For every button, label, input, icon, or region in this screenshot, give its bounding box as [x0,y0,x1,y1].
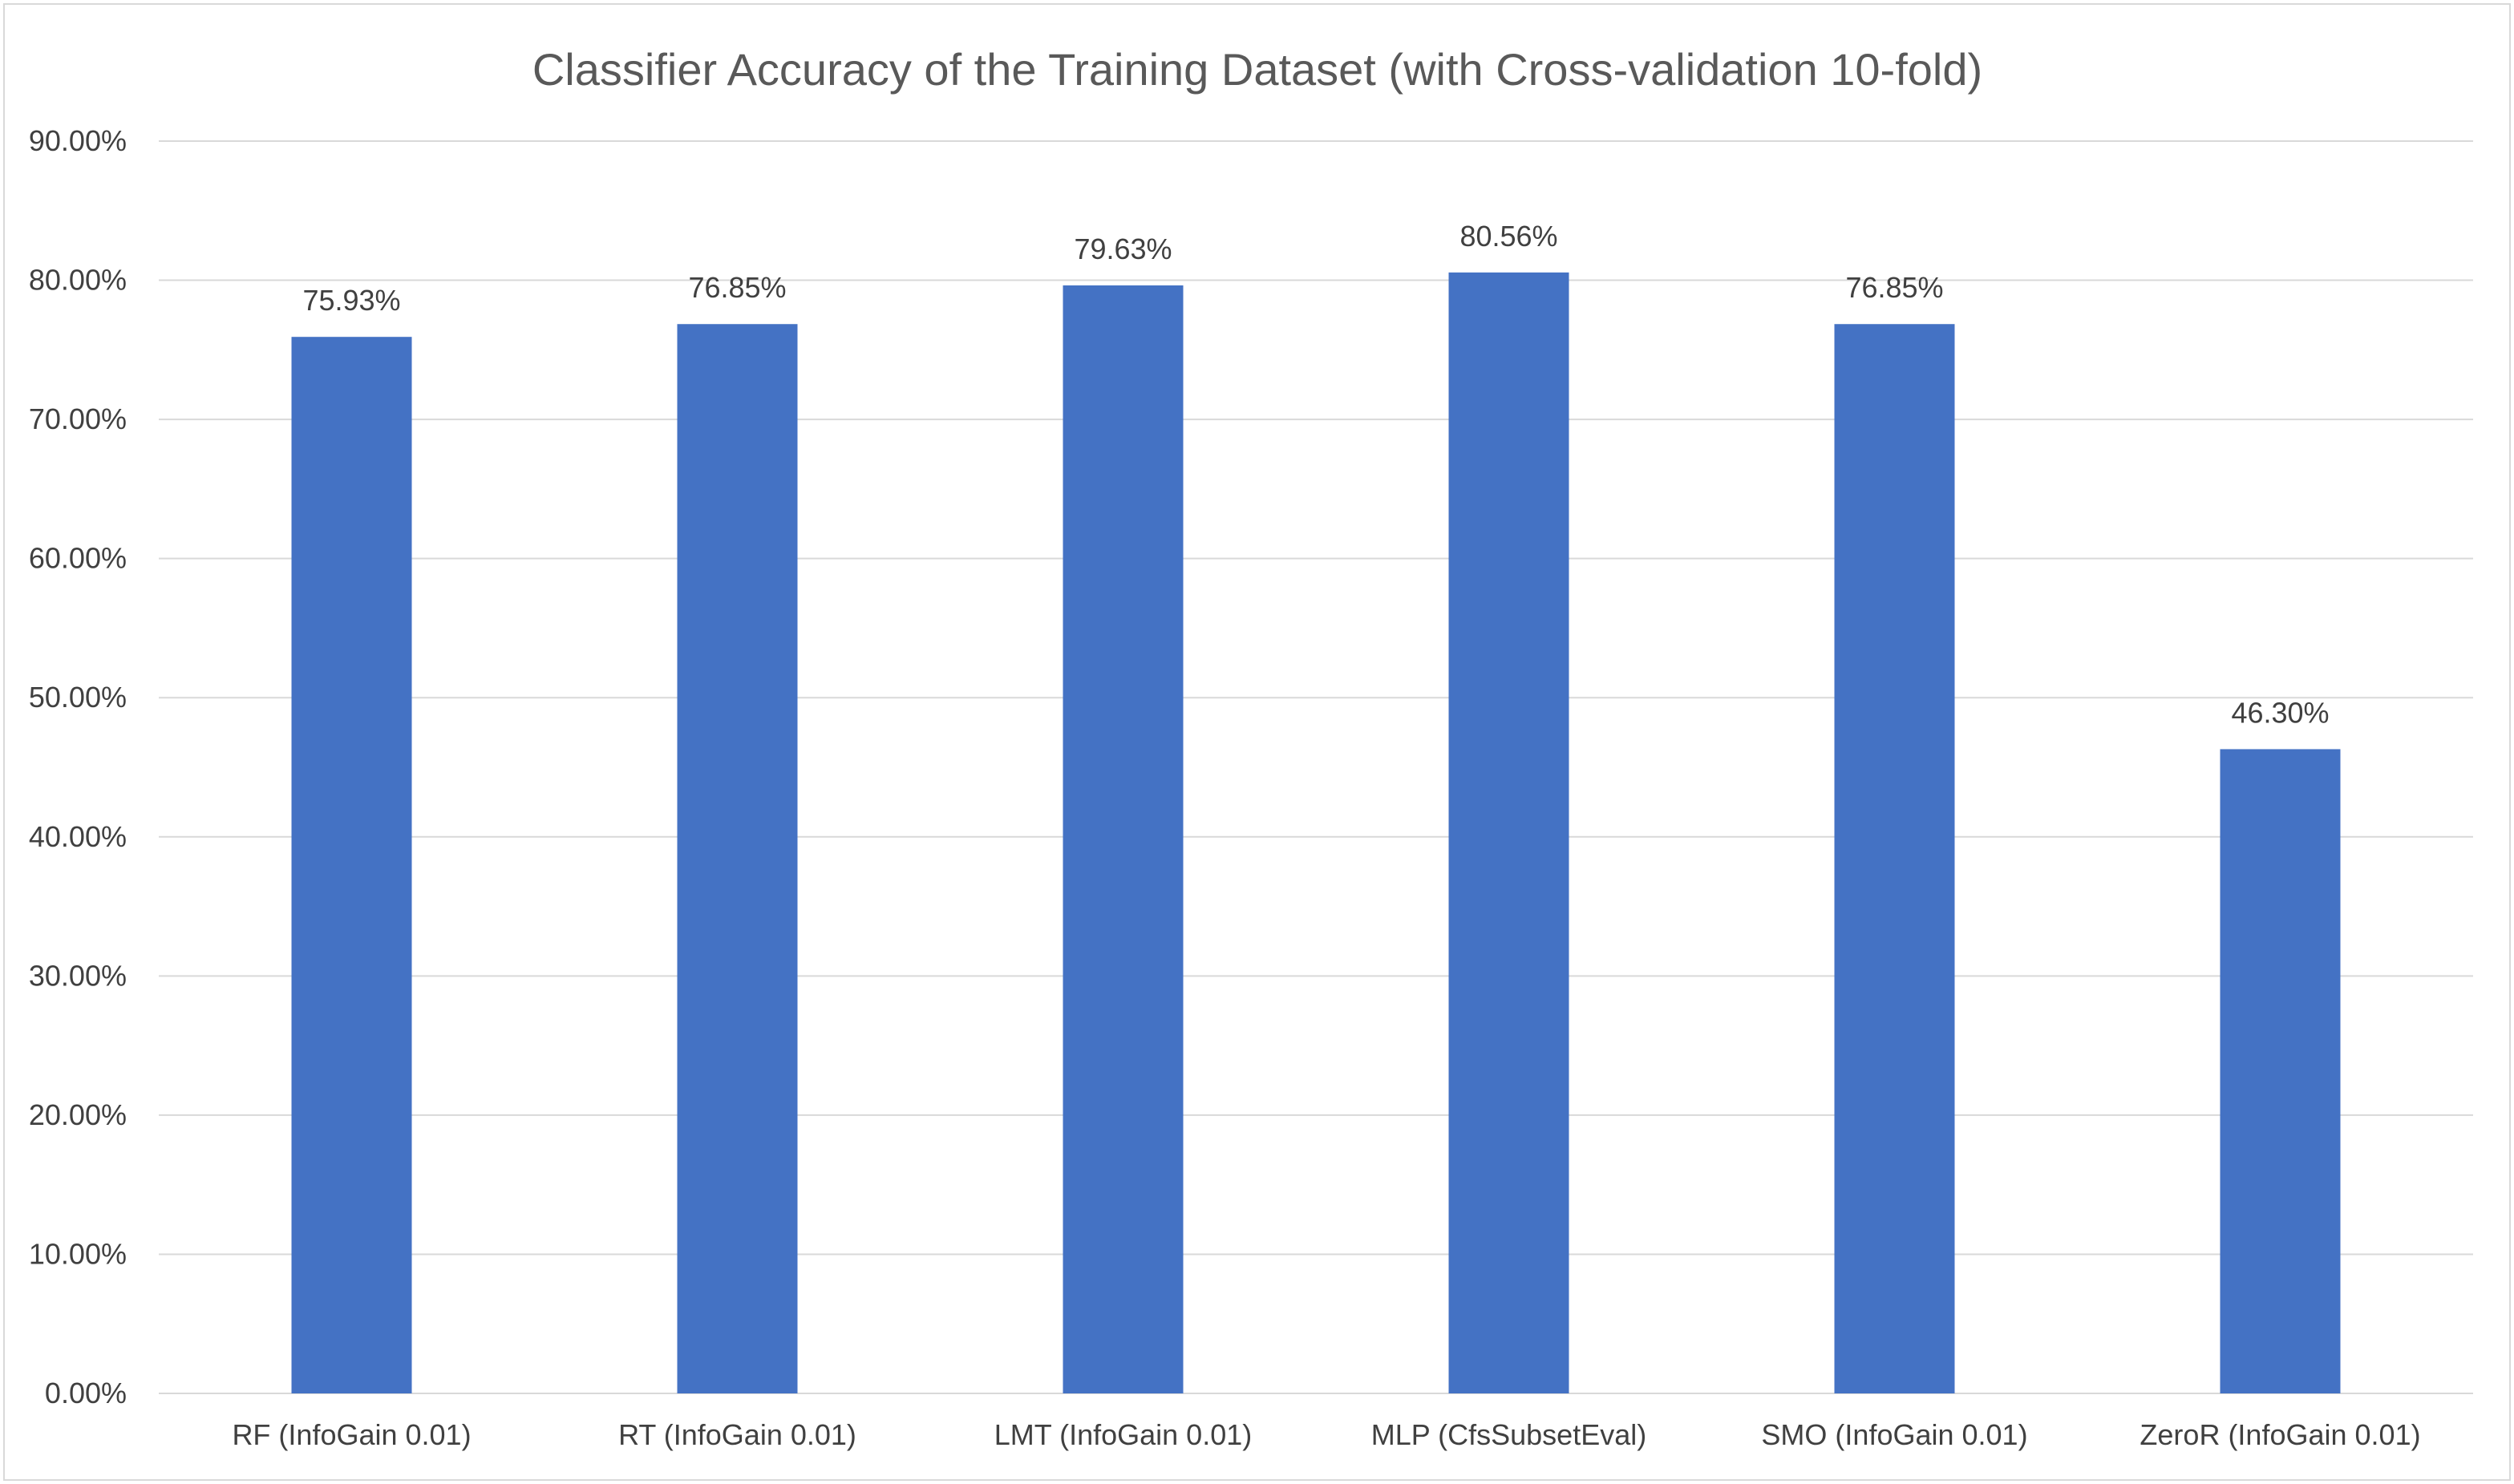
y-tick-label: 10.00% [29,1237,127,1270]
x-category-label: SMO (InfoGain 0.01) [1761,1418,2027,1451]
data-label: 76.85% [688,271,786,304]
x-category-label: LMT (InfoGain 0.01) [994,1418,1253,1451]
chart-frame: Classifier Accuracy of the Training Data… [3,3,2511,1481]
y-tick-label: 40.00% [29,820,127,853]
bars [291,272,2341,1394]
y-tick-label: 70.00% [29,402,127,435]
data-labels: 75.93% 76.85% 79.63% 80.56% 76.85% 46.30% [302,220,2329,730]
chart-title: Classifier Accuracy of the Training Data… [532,44,1982,95]
x-category-label: MLP (CfsSubsetEval) [1371,1418,1646,1451]
y-axis-tick-labels: 0.00% 10.00% 20.00% 30.00% 40.00% 50.00% 60.00… [29,124,127,1409]
bar [1448,272,1569,1394]
data-label: 75.93% [302,284,400,317]
bar [677,324,798,1393]
x-category-label: ZeroR (InfoGain 0.01) [2140,1418,2420,1451]
data-label: 76.85% [1845,271,1943,304]
y-tick-label: 30.00% [29,959,127,992]
bar [291,337,412,1394]
data-label: 46.30% [2231,696,2329,729]
x-category-label: RT (InfoGain 0.01) [618,1418,856,1451]
y-tick-label: 60.00% [29,542,127,575]
x-axis-category-labels: RF (InfoGain 0.01) RT (InfoGain 0.01) LMT … [232,1418,2420,1451]
bar [2220,749,2341,1393]
bar-chart: Classifier Accuracy of the Training Data… [29,44,2473,1451]
y-tick-label: 20.00% [29,1098,127,1131]
bar [1063,285,1184,1394]
y-tick-label: 80.00% [29,264,127,297]
x-category-label: RF (InfoGain 0.01) [232,1418,471,1451]
data-label: 79.63% [1074,233,1172,265]
y-tick-label: 50.00% [29,681,127,714]
y-tick-label: 90.00% [29,124,127,157]
y-tick-label: 0.00% [45,1377,127,1409]
bar [1834,324,1955,1393]
gridlines [159,140,2473,1394]
data-label: 80.56% [1459,220,1557,253]
